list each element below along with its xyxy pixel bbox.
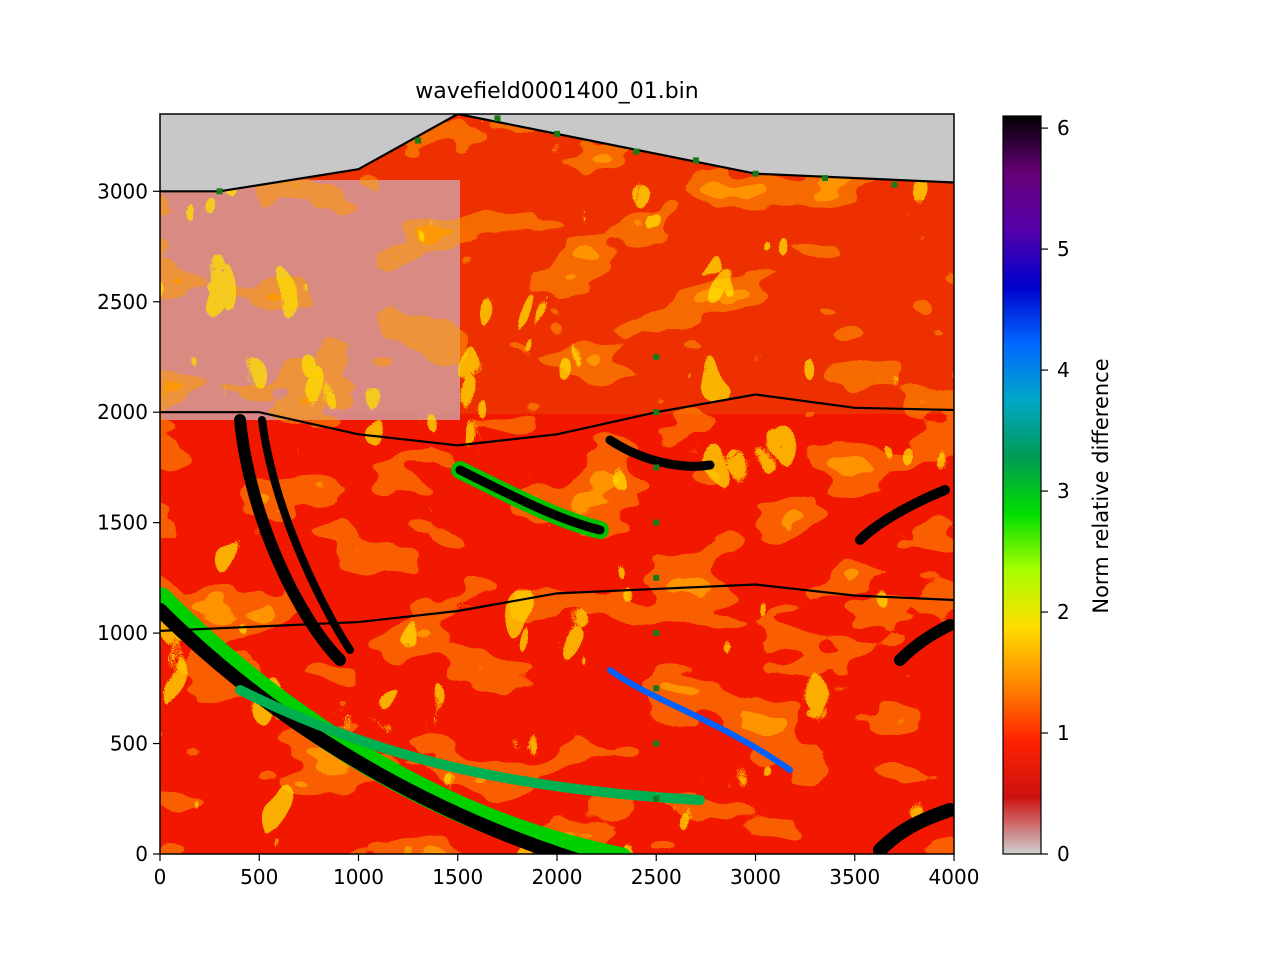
x-axis: 0 500 1000 1500 2000 2500 3000 3500 4000 — [154, 854, 980, 889]
band-green — [235, 685, 705, 805]
high-difference-bands — [160, 414, 954, 854]
interface-line-1 — [160, 393, 954, 447]
borehole-marker — [653, 519, 660, 526]
surface-line — [160, 114, 954, 193]
colorbar-ticks: 0 1 2 3 4 5 6 — [1041, 116, 1070, 866]
colorbar-tick-label: 5 — [1057, 237, 1070, 261]
band-black — [605, 435, 715, 471]
receiver-marker — [494, 115, 501, 122]
band-black — [160, 603, 617, 854]
x-tick-label: 0 — [154, 865, 167, 889]
heatmap-texture-yellow — [160, 114, 954, 854]
colorbar-tick-label: 2 — [1057, 600, 1070, 624]
y-tick-label: 1500 — [97, 511, 148, 535]
borehole-marker — [653, 685, 660, 692]
y-tick-label: 0 — [135, 842, 148, 866]
y-axis: 0 500 1000 1500 2000 2500 3000 — [97, 179, 160, 866]
receiver-markers — [216, 115, 898, 802]
borehole-marker — [653, 409, 660, 416]
colorbar-tick-label: 4 — [1057, 358, 1070, 382]
band-black — [234, 414, 346, 666]
y-tick-label: 500 — [110, 732, 148, 756]
colorbar-tick-label: 0 — [1057, 842, 1070, 866]
x-tick-label: 1500 — [432, 865, 483, 889]
band-black — [873, 803, 954, 854]
x-tick-label: 2500 — [631, 865, 682, 889]
band-black — [894, 619, 954, 666]
y-tick-label: 3000 — [97, 179, 148, 203]
band-blue — [607, 667, 793, 773]
borehole-marker — [653, 574, 660, 581]
borehole-marker — [653, 795, 660, 802]
receiver-marker — [692, 157, 699, 164]
colorbar-gradient — [1002, 115, 1042, 855]
receiver-marker — [752, 170, 759, 177]
band-black — [855, 485, 950, 545]
plot-area — [160, 114, 954, 854]
x-tick-label: 3500 — [829, 865, 880, 889]
colorbar-tick-label: 6 — [1057, 116, 1070, 140]
y-tick-label: 2500 — [97, 290, 148, 314]
borehole-marker — [653, 464, 660, 471]
x-tick-label: 3000 — [730, 865, 781, 889]
x-tick-label: 500 — [240, 865, 278, 889]
chart-title: wavefield0001400_01.bin — [415, 79, 699, 104]
x-tick-label: 1000 — [333, 865, 384, 889]
x-tick-label: 2000 — [532, 865, 583, 889]
model-lines — [160, 114, 954, 632]
x-tick-label: 4000 — [929, 865, 980, 889]
colorbar: 0 1 2 3 4 5 6 Norm relative difference — [1002, 115, 1113, 866]
receiver-marker — [415, 137, 422, 144]
borehole-marker — [653, 740, 660, 747]
borehole-marker — [653, 630, 660, 637]
receiver-marker — [216, 188, 223, 195]
receiver-marker — [633, 148, 640, 155]
receiver-marker — [821, 175, 828, 182]
colorbar-tick-label: 3 — [1057, 479, 1070, 503]
borehole-marker — [653, 353, 660, 360]
interface-line-2 — [160, 583, 954, 632]
y-tick-label: 1000 — [97, 621, 148, 645]
colorbar-tick-label: 1 — [1057, 721, 1070, 745]
band-black — [455, 465, 605, 535]
y-tick-label: 2000 — [97, 400, 148, 424]
wavefield-heatmap — [160, 114, 954, 854]
band-black — [258, 416, 354, 654]
receiver-marker — [891, 181, 898, 188]
receiver-marker — [554, 130, 560, 137]
colorbar-label: Norm relative difference — [1089, 358, 1113, 613]
